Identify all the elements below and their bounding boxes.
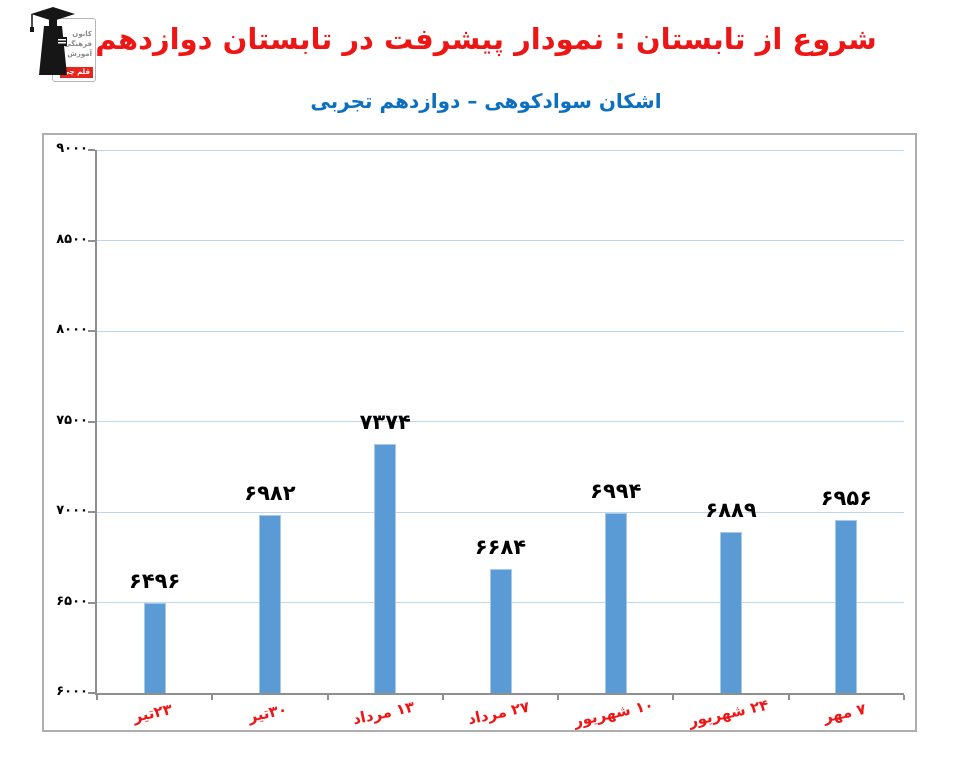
y-axis-tick	[88, 601, 95, 604]
y-axis-label: ۷۵۰۰	[56, 412, 88, 428]
x-axis-label: ۱۳ مرداد	[350, 697, 416, 729]
y-axis-label: ۶۵۰۰	[56, 593, 88, 609]
x-axis-label: ۱۰ شهریور	[572, 695, 656, 731]
gridline	[97, 330, 904, 332]
x-axis-label: ۷ مهر	[821, 699, 868, 727]
y-axis-tick	[88, 149, 95, 151]
x-axis-label: ۲۴ شهریور	[687, 695, 771, 731]
bar	[489, 569, 512, 693]
chart-subtitle: اشکان سوادکوهی – دوازدهم تجربی	[310, 89, 662, 113]
gridline	[97, 511, 904, 513]
y-axis-label: ۹۰۰۰	[56, 141, 88, 156]
x-axis-tick	[326, 695, 329, 700]
bar-value-label: ۷۳۷۴	[359, 410, 411, 435]
x-axis-tick	[441, 695, 444, 700]
bar-value-label: ۶۸۸۹	[705, 498, 757, 523]
gridline	[97, 240, 904, 241]
x-axis-tick	[211, 695, 214, 700]
bar-value-label: ۶۴۹۶	[129, 569, 181, 594]
y-axis-label: ۶۰۰۰	[56, 684, 88, 699]
x-axis-label: ۲۳تیر	[131, 700, 174, 726]
kanoon-ghalamchi-logo: کانون فرهنگی آموزش قلم چی	[28, 5, 108, 93]
bar	[835, 519, 858, 693]
y-axis-label: ۷۰۰۰	[56, 503, 88, 518]
bar-value-label: ۶۹۸۲	[244, 481, 296, 506]
chart: ۶۴۹۶ ۶۹۸۲ ۷۳۷۴ ۶۶۸۴ ۶۹۹۴ ۶۸۸۹ ۶۹۵۶ ۶۰۰۰ ۶۵۰۰ ۷۰۰…	[42, 133, 917, 732]
x-axis-tick	[672, 695, 675, 700]
y-axis-tick	[88, 692, 95, 694]
bar	[374, 444, 397, 693]
bar	[720, 532, 743, 693]
y-axis-tick	[88, 420, 95, 423]
bar-value-label: ۶۹۹۴	[590, 479, 642, 504]
logo-text-line: آموزش	[67, 50, 92, 58]
plot-area: ۶۴۹۶ ۶۹۸۲ ۷۳۷۴ ۶۶۸۴ ۶۹۹۴ ۶۸۸۹ ۶۹۵۶	[88, 149, 905, 700]
x-axis-tick	[787, 695, 790, 700]
logo-text-line: فرهنگی	[64, 40, 92, 48]
graduate-icon	[30, 7, 75, 75]
y-axis-tick	[88, 511, 95, 513]
gridline	[97, 149, 904, 151]
logo-text-line: کانون	[72, 30, 92, 38]
bar-value-label: ۶۶۸۴	[474, 535, 527, 560]
bar	[143, 603, 166, 693]
x-axis-tick	[96, 695, 98, 700]
bar	[604, 513, 627, 693]
chart-title: شروع از تابستان : نمودار پیشرفت در تابست…	[95, 22, 877, 56]
y-axis-label: ۸۰۰۰	[56, 322, 88, 337]
x-axis-tick	[903, 695, 905, 700]
y-axis-label: ۸۵۰۰	[56, 231, 88, 247]
x-axis-tick	[557, 695, 560, 700]
gridline	[97, 421, 904, 422]
bar	[258, 515, 281, 693]
logo-badge: قلم چی	[59, 67, 93, 78]
x-axis-label: ۳۰تیر	[246, 700, 290, 726]
bar-value-label: ۶۹۵۶	[820, 485, 872, 510]
x-axis-label: ۲۷ مرداد	[465, 697, 532, 729]
y-axis-tick	[88, 239, 95, 242]
y-axis-tick	[88, 330, 95, 332]
